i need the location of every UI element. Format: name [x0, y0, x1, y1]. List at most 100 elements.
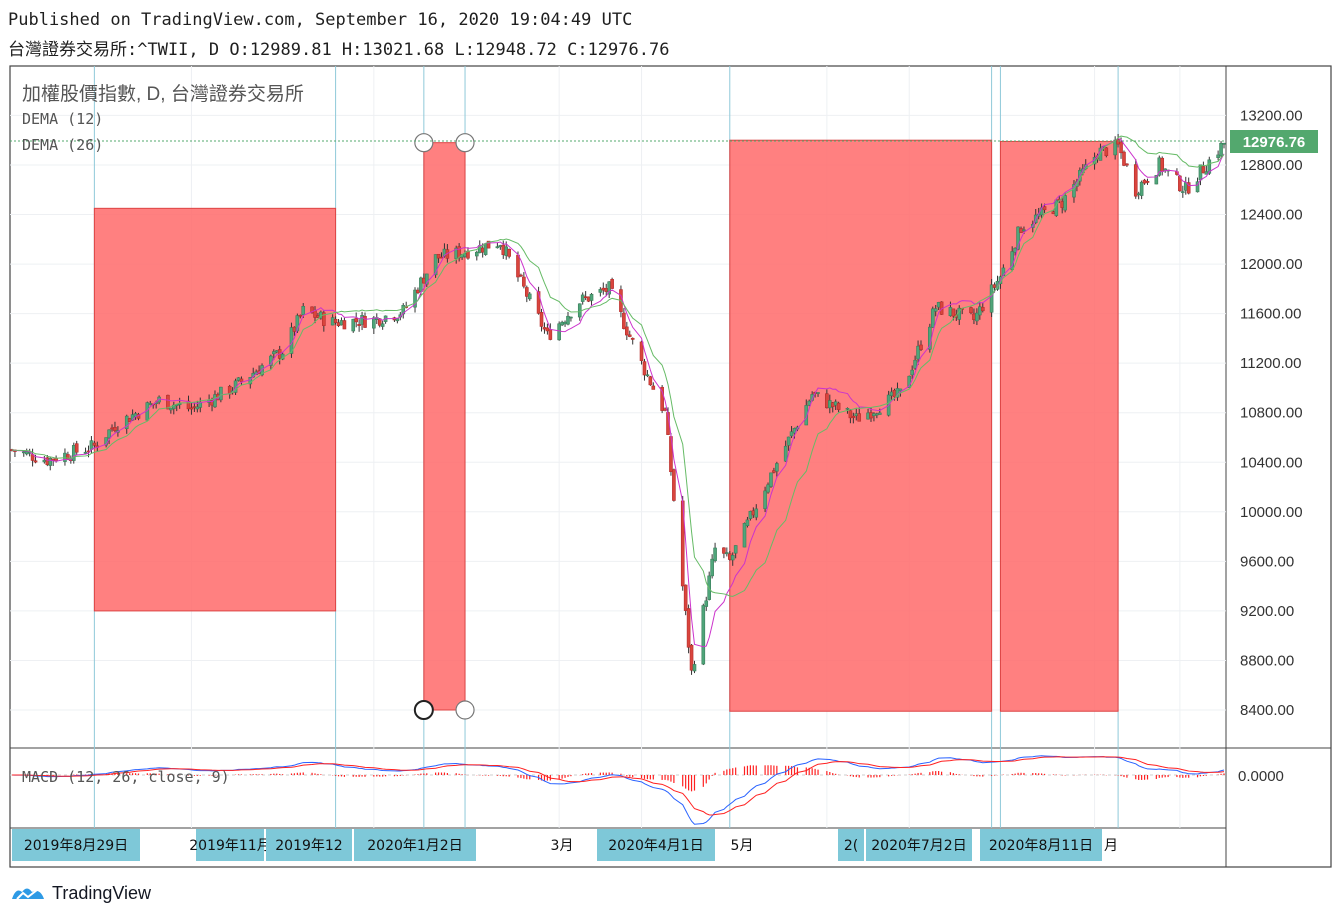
- candle-body: [330, 317, 335, 326]
- candle-body: [948, 307, 953, 317]
- candle-body: [763, 490, 767, 509]
- candle-body: [89, 440, 94, 450]
- time-label-bg: [838, 829, 864, 861]
- candle-body: [339, 320, 344, 326]
- candle-body: [766, 484, 770, 493]
- tradingview-wordmark: TradingView: [52, 882, 152, 903]
- candle-body: [769, 472, 773, 487]
- candle-body: [192, 406, 197, 408]
- candle-body: [1160, 157, 1165, 172]
- candle-body: [380, 323, 385, 327]
- candle-body: [825, 393, 829, 409]
- candle-body: [627, 334, 632, 337]
- candle-body: [992, 284, 997, 288]
- drag-handle[interactable]: [455, 700, 475, 720]
- candle-body: [436, 253, 441, 259]
- price-axis-ticks: 13200.00 12800.00 12400.00 12000.00 11600.00…: [1240, 107, 1303, 719]
- time-label: 2020年8月11日: [989, 838, 1093, 854]
- candle-body: [1104, 147, 1109, 156]
- candle-body: [745, 519, 750, 526]
- candle-body: [701, 605, 706, 665]
- candle-body: [1125, 163, 1129, 166]
- candle-body: [504, 246, 509, 256]
- candle-body: [189, 407, 194, 410]
- candle-body: [1119, 141, 1123, 154]
- candle-body: [295, 315, 300, 332]
- last-price-label-bg: [1230, 130, 1318, 153]
- candle-body: [419, 277, 423, 293]
- drag-handle[interactable]: [414, 133, 434, 153]
- candle-body: [148, 403, 153, 405]
- tradingview-logo-icon: [12, 888, 44, 900]
- candle-body: [124, 415, 129, 429]
- candle-body: [92, 442, 97, 446]
- price-tick: 10400.00: [1240, 454, 1303, 471]
- candle-body: [557, 323, 561, 341]
- highlight-rectangles[interactable]: [93, 139, 1119, 712]
- candle-body: [539, 312, 544, 327]
- candle-body: [474, 251, 479, 257]
- candle-body: [1139, 181, 1144, 196]
- candle-body: [804, 405, 809, 426]
- highlight-rect[interactable]: [423, 142, 466, 711]
- candle-body: [213, 394, 217, 408]
- candle-body: [830, 402, 835, 408]
- candle-body: [342, 320, 347, 330]
- candle-body: [569, 316, 573, 319]
- candle-body: [978, 306, 982, 316]
- candle-body: [1222, 142, 1226, 145]
- highlight-rect[interactable]: [729, 139, 993, 712]
- last-price-label: 12976.76: [1243, 134, 1306, 151]
- price-tick: 9600.00: [1240, 553, 1294, 570]
- candle-body: [775, 463, 779, 472]
- candle-body: [730, 555, 735, 561]
- candle-body: [933, 308, 938, 312]
- candle-body: [704, 600, 709, 607]
- candle-body: [1019, 228, 1023, 233]
- highlight-rect[interactable]: [93, 207, 337, 612]
- candle-body: [522, 276, 526, 287]
- footer-brand[interactable]: TradingView: [10, 882, 151, 904]
- candle-body: [1216, 154, 1220, 158]
- candle-body: [483, 243, 488, 255]
- candle-body: [525, 287, 529, 297]
- candle-body: [751, 510, 756, 516]
- candle-body: [783, 445, 788, 462]
- candle-body: [851, 415, 856, 418]
- candle-body: [1207, 159, 1212, 174]
- candle-body: [560, 321, 564, 326]
- candle-body: [71, 445, 76, 461]
- chart-frame: [9, 65, 1332, 868]
- time-label-bg: [866, 829, 972, 861]
- candle-body: [322, 312, 326, 326]
- time-label-bg: [12, 829, 140, 861]
- candle-body: [1060, 201, 1065, 208]
- candle-body: [727, 553, 732, 560]
- candle-body: [733, 545, 738, 554]
- candle-body: [577, 303, 582, 318]
- drag-handle[interactable]: [455, 133, 475, 153]
- dema12-legend: DEMA (12): [22, 110, 103, 128]
- time-axis-labels: 2019年8月29日 2019年11月 2019年12 2020年1月2日 3月 2020…: [12, 829, 1118, 861]
- candle-body: [951, 308, 956, 317]
- candle-body: [645, 374, 650, 377]
- candle-body: [866, 412, 870, 420]
- candle-body: [898, 388, 903, 392]
- candle-body: [1116, 139, 1120, 145]
- candle-body: [363, 315, 367, 328]
- candle-body: [916, 345, 920, 360]
- candle-body: [566, 315, 570, 325]
- candle-body: [195, 406, 200, 410]
- candle-body: [519, 274, 523, 277]
- drag-handle[interactable]: [413, 700, 434, 720]
- candle-body: [1181, 191, 1185, 193]
- candle-body: [892, 389, 897, 398]
- price-tick: 12800.00: [1240, 157, 1303, 174]
- candle-body: [630, 337, 635, 340]
- candle-body: [639, 341, 644, 361]
- drag-handles[interactable]: [413, 133, 475, 720]
- candle-body: [604, 288, 609, 292]
- highlight-rect[interactable]: [999, 140, 1119, 712]
- candle-body: [336, 322, 341, 327]
